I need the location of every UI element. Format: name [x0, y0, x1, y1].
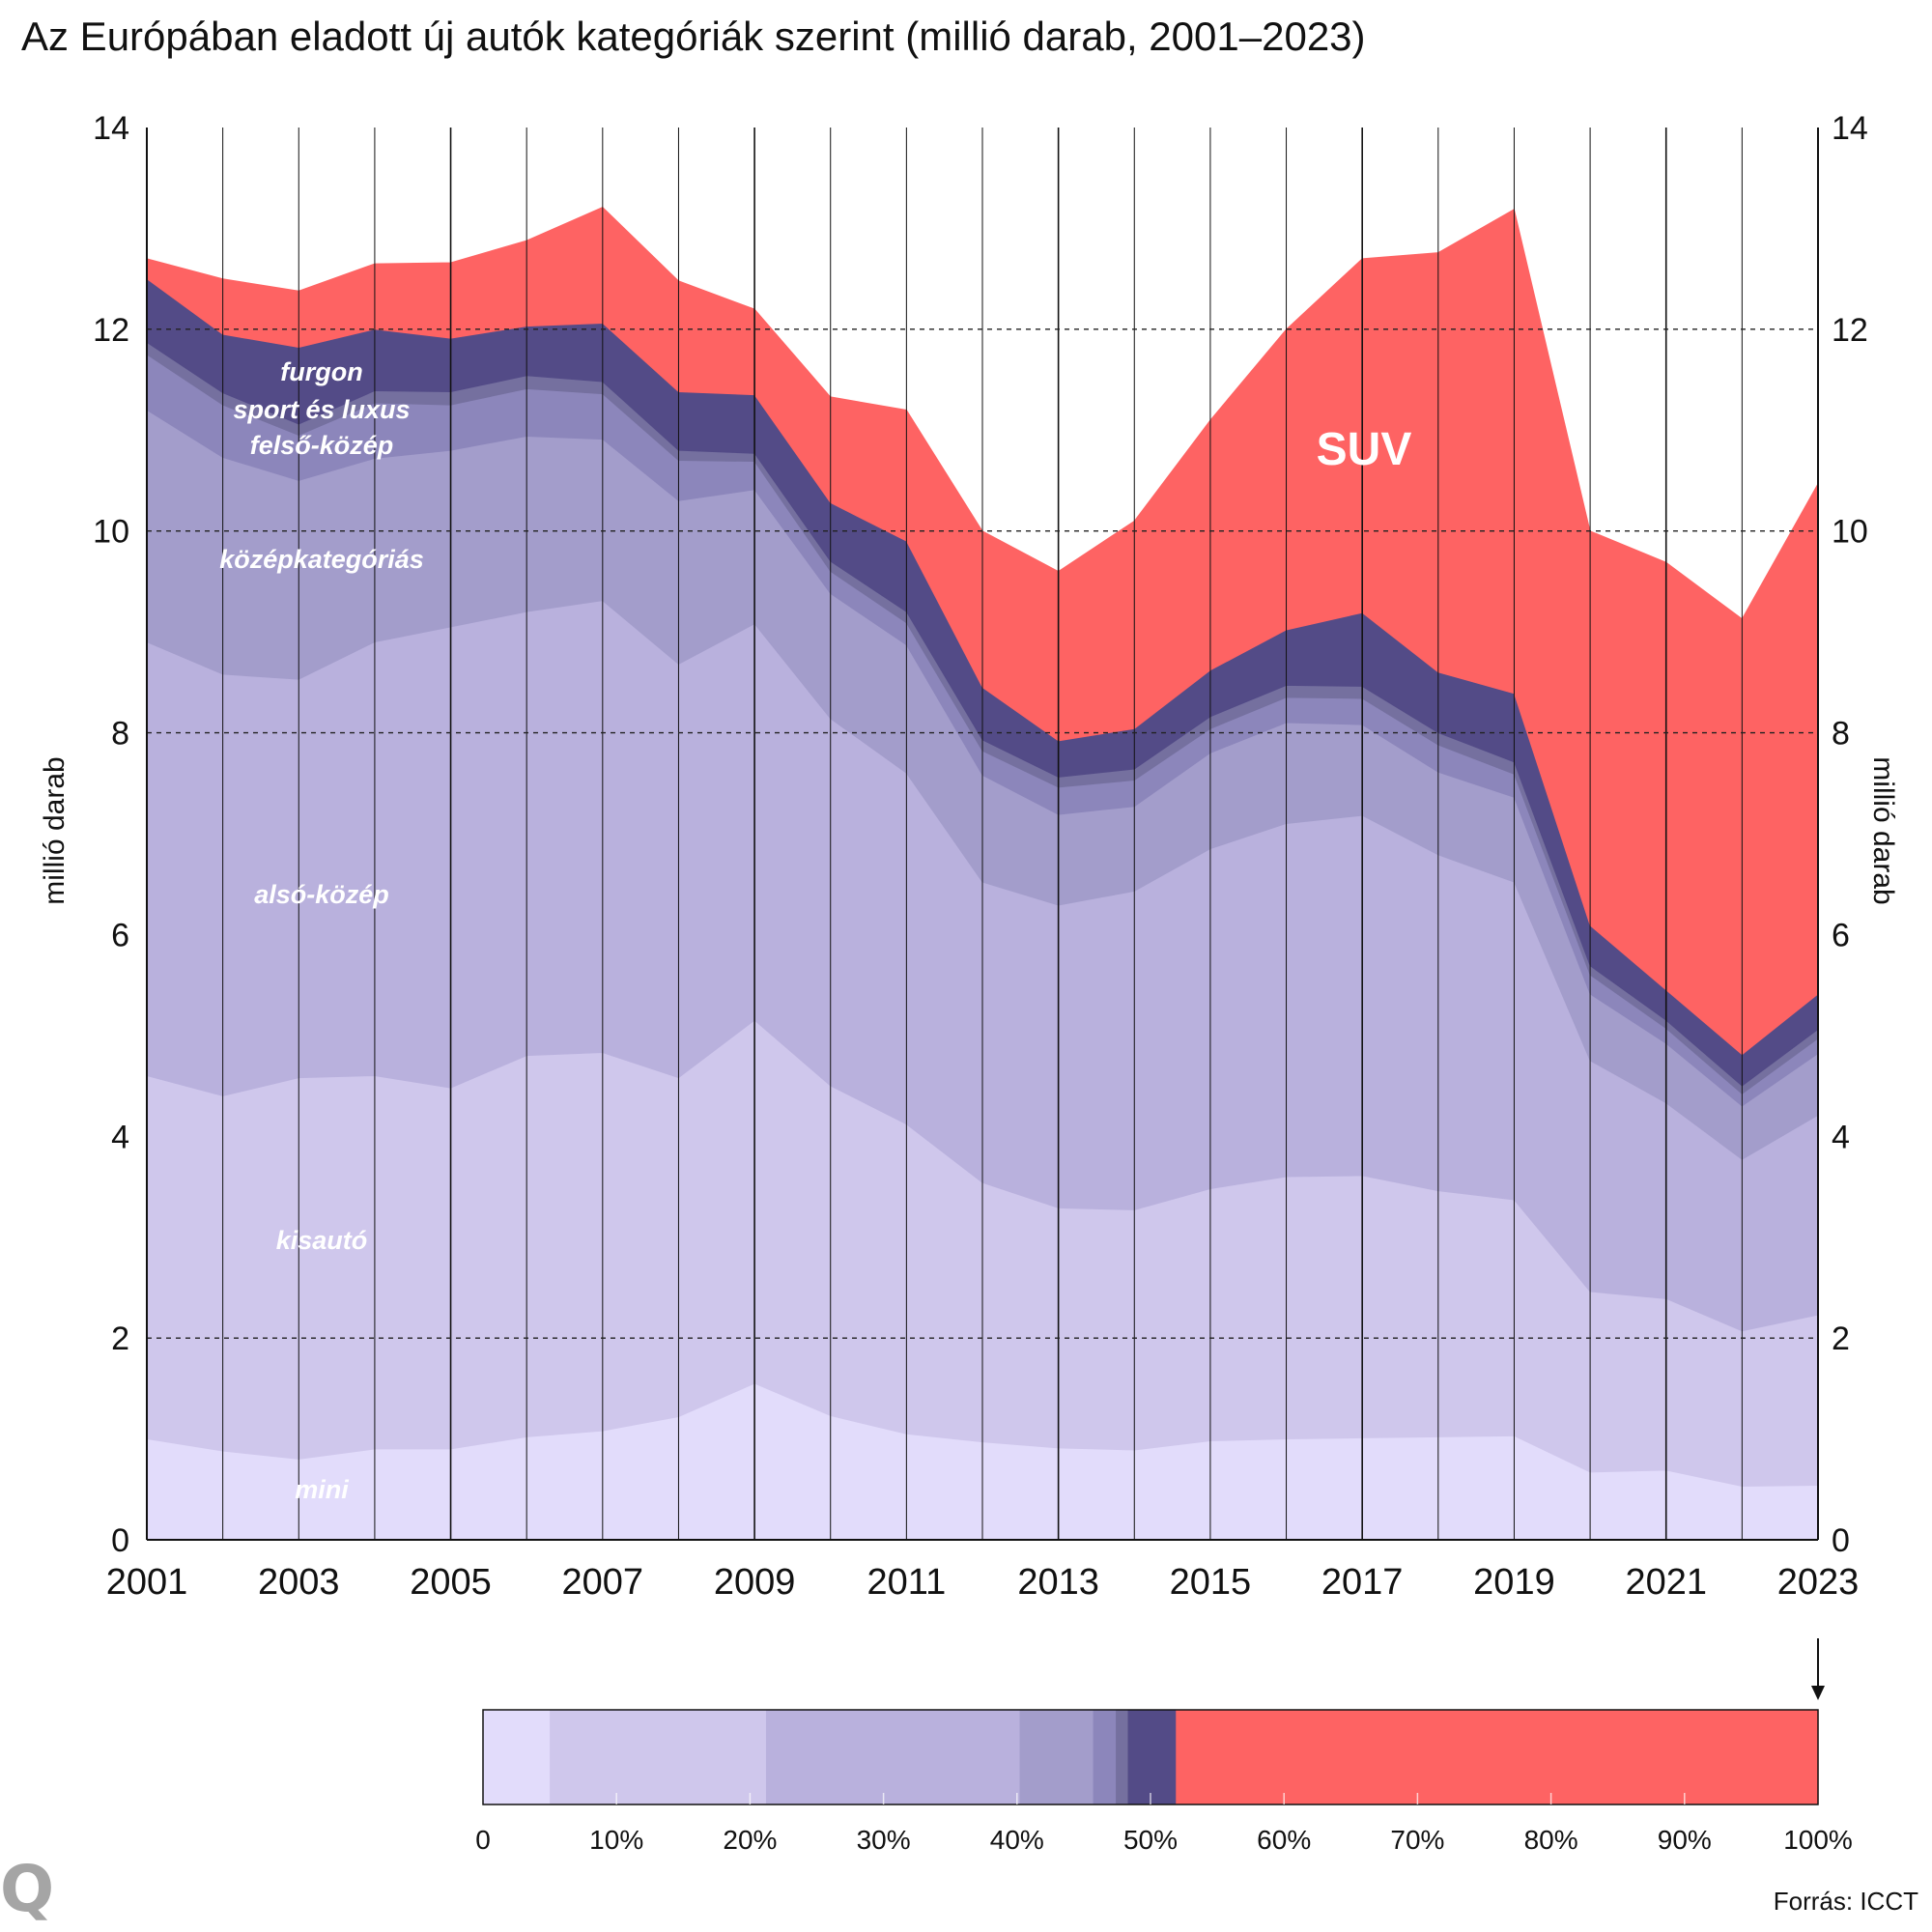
share-bar-2023: [482, 1709, 1819, 1805]
share-bar-tick-labels: 0 10% 20% 30% 40% 50% 60% 70% 80% 90% 100%: [475, 1825, 1853, 1855]
y-tick-right-8: 8: [1832, 716, 1850, 753]
x-tick-2015: 2015: [1170, 1562, 1252, 1603]
share-segment-suv: [1176, 1710, 1819, 1804]
y-tick-left-0: 0: [111, 1522, 129, 1559]
label-kisauto: kisautó: [276, 1226, 368, 1255]
label-felso-kozep: felső-közép: [250, 431, 394, 460]
share-bar-arrow: [1811, 1638, 1825, 1700]
label-furgon: furgon: [280, 357, 362, 386]
share-tick-0: 0: [475, 1825, 491, 1855]
y-tick-right-14: 14: [1832, 110, 1868, 147]
y-tick-right-12: 12: [1832, 312, 1868, 349]
chart-title: Az Európában eladott új autók kategóriák…: [21, 14, 1366, 59]
y-tick-left-2: 2: [111, 1321, 129, 1357]
share-tick-80: 80%: [1524, 1825, 1578, 1855]
share-segment-furgon: [1127, 1710, 1177, 1804]
x-tick-2017: 2017: [1321, 1562, 1404, 1603]
share-tick-20: 20%: [723, 1825, 777, 1855]
y-tick-right-10: 10: [1832, 514, 1868, 551]
y-tick-labels: 0 0 2 2 4 4 6 6 8 8 10 10 12 12 14 14: [93, 110, 1868, 1559]
y-tick-right-2: 2: [1832, 1321, 1850, 1357]
label-also-kozep: alsó-közép: [254, 880, 389, 909]
x-tick-2009: 2009: [714, 1562, 796, 1603]
share-tick-30: 30%: [857, 1825, 911, 1855]
source-note: Forrás: ICCT: [1773, 1887, 1918, 1916]
share-segment-sport-es-luxus: [1116, 1710, 1129, 1804]
horizontal-gridlines: [147, 328, 1818, 1339]
y-tick-right-6: 6: [1832, 917, 1850, 953]
y-axis-label-left: millió darab: [39, 756, 71, 904]
plot-frame: [146, 128, 1819, 1541]
y-axis-label-right: millió darab: [1867, 756, 1899, 904]
share-tick-10: 10%: [589, 1825, 643, 1855]
label-mini: mini: [295, 1475, 349, 1504]
x-tick-2019: 2019: [1473, 1562, 1555, 1603]
share-tick-100: 100%: [1783, 1825, 1853, 1855]
share-tick-70: 70%: [1390, 1825, 1444, 1855]
share-segment-kozepkategorias: [1019, 1710, 1094, 1804]
label-suv: SUV: [1317, 424, 1412, 475]
label-sport-es-luxus: sport és luxus: [233, 395, 410, 424]
share-segment-mini: [483, 1710, 551, 1804]
y-tick-right-4: 4: [1832, 1119, 1850, 1155]
x-tick-2001: 2001: [106, 1562, 188, 1603]
x-tick-labels: 2001 2003 2005 2007 2009 2011 2013 2015 2017 2019…: [106, 1562, 1860, 1603]
x-tick-2003: 2003: [258, 1562, 340, 1603]
y-tick-right-0: 0: [1832, 1522, 1850, 1559]
y-tick-left-8: 8: [111, 716, 129, 753]
x-tick-2007: 2007: [562, 1562, 644, 1603]
y-tick-left-12: 12: [93, 312, 129, 349]
share-segment-felso-kozep: [1093, 1710, 1117, 1804]
x-tick-2011: 2011: [867, 1562, 947, 1603]
y-tick-left-4: 4: [111, 1119, 129, 1155]
share-tick-40: 40%: [990, 1825, 1044, 1855]
y-tick-left-14: 14: [93, 110, 129, 147]
share-segment-kisauto: [550, 1710, 767, 1804]
y-tick-left-6: 6: [111, 917, 129, 953]
x-tick-2023: 2023: [1777, 1562, 1860, 1603]
share-tick-90: 90%: [1658, 1825, 1712, 1855]
x-tick-2021: 2021: [1625, 1562, 1707, 1603]
x-tick-2013: 2013: [1017, 1562, 1099, 1603]
share-tick-50: 50%: [1123, 1825, 1178, 1855]
share-segment-also-kozep: [765, 1710, 1021, 1804]
share-tick-60: 60%: [1257, 1825, 1311, 1855]
label-kozepkategorias: középkategóriás: [219, 545, 424, 574]
q-logo: Q: [0, 1852, 55, 1926]
x-tick-2005: 2005: [410, 1562, 492, 1603]
y-tick-left-10: 10: [93, 514, 129, 551]
